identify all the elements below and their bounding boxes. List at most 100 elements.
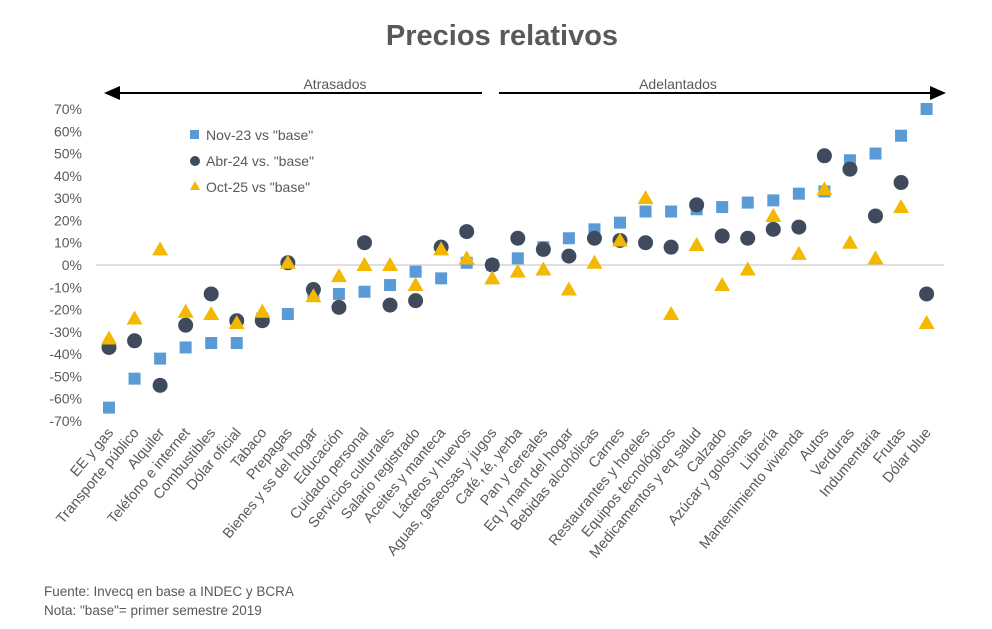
point-nov23 (741, 196, 754, 209)
point-nov23 (384, 279, 397, 292)
point-oct25 (152, 241, 169, 256)
point-oct25 (841, 234, 858, 249)
point-oct25 (637, 190, 654, 205)
legend-marker-nov23 (190, 130, 199, 139)
point-nov23 (435, 272, 448, 285)
chart-title: Precios relativos (386, 20, 618, 52)
point-oct25 (714, 277, 731, 292)
point-abr24 (714, 228, 730, 244)
point-nov23 (920, 103, 933, 115)
y-tick-label: 60% (54, 123, 82, 139)
point-oct25 (893, 199, 910, 214)
point-oct25 (484, 270, 501, 285)
y-tick-label: 40% (54, 168, 82, 184)
point-abr24 (561, 248, 577, 264)
point-abr24 (816, 148, 832, 164)
point-oct25 (739, 261, 756, 276)
point-nov23 (895, 129, 908, 142)
point-abr24 (638, 235, 654, 251)
y-tick-label: -10% (49, 279, 82, 295)
point-abr24 (331, 299, 347, 315)
point-abr24 (842, 161, 858, 177)
point-oct25 (509, 263, 526, 278)
point-oct25 (867, 250, 884, 265)
y-tick-label: 50% (54, 146, 82, 162)
point-oct25 (279, 254, 296, 269)
point-nov23 (358, 285, 371, 298)
y-tick-label: 30% (54, 190, 82, 206)
point-nov23 (409, 265, 422, 278)
data-points (101, 103, 935, 414)
y-tick-label: -20% (49, 302, 82, 318)
point-nov23 (332, 287, 345, 300)
point-nov23 (154, 352, 167, 365)
region-label-adelantados: Adelantados (639, 76, 717, 92)
point-oct25 (560, 281, 577, 296)
y-tick-label: -50% (49, 368, 82, 384)
point-oct25 (382, 257, 399, 271)
point-nov23 (767, 194, 780, 207)
point-nov23 (511, 252, 524, 265)
point-abr24 (459, 224, 475, 240)
y-tick-label: 10% (54, 235, 82, 251)
point-oct25 (177, 303, 194, 318)
point-abr24 (868, 208, 883, 224)
y-tick-label: 70% (54, 101, 82, 117)
point-nov23 (562, 232, 575, 245)
point-oct25 (126, 310, 143, 325)
point-oct25 (101, 330, 117, 345)
point-nov23 (230, 337, 243, 349)
point-oct25 (433, 241, 450, 256)
point-oct25 (203, 306, 220, 321)
point-nov23 (869, 147, 882, 160)
point-abr24 (689, 197, 705, 213)
point-abr24 (152, 377, 168, 393)
point-nov23 (179, 341, 192, 354)
legend-marker-abr24 (190, 156, 200, 166)
y-axis: 70% 60% 50% 40% 30% 20% 10% 0% -10% -20% -30% -40% -… (49, 101, 82, 429)
point-oct25 (254, 303, 271, 318)
point-abr24 (484, 257, 500, 273)
point-oct25 (535, 261, 552, 276)
legend: Nov-23 vs "base" Abr-24 vs. "base" Oct-2… (190, 127, 314, 195)
y-tick-label: -60% (49, 391, 82, 407)
point-oct25 (688, 236, 705, 251)
point-abr24 (382, 297, 398, 313)
point-abr24 (791, 219, 807, 235)
y-tick-label: -40% (49, 346, 82, 362)
point-nov23 (281, 308, 294, 321)
point-abr24 (663, 239, 679, 255)
point-nov23 (103, 401, 115, 414)
point-oct25 (816, 181, 833, 196)
point-oct25 (305, 288, 322, 303)
point-abr24 (919, 286, 935, 302)
point-abr24 (127, 333, 143, 349)
point-abr24 (203, 286, 219, 302)
point-oct25 (228, 314, 245, 329)
legend-label-oct25: Oct-25 vs "base" (206, 179, 310, 195)
point-oct25 (458, 250, 475, 265)
point-oct25 (356, 257, 373, 271)
point-abr24 (586, 230, 602, 246)
region-arrows: Atrasados Adelantados (104, 76, 946, 100)
y-tick-label: -70% (49, 413, 82, 429)
region-label-atrasados: Atrasados (303, 76, 366, 92)
point-abr24 (893, 175, 909, 191)
base-note: Nota: "base"= primer semestre 2019 (44, 603, 262, 618)
point-oct25 (663, 306, 680, 321)
point-abr24 (740, 230, 756, 246)
point-nov23 (128, 372, 141, 385)
point-oct25 (612, 232, 628, 247)
point-abr24 (408, 293, 424, 309)
point-nov23 (205, 337, 218, 349)
point-abr24 (535, 241, 551, 257)
legend-label-nov23: Nov-23 vs "base" (206, 127, 313, 143)
point-nov23 (792, 187, 805, 200)
y-tick-label: -30% (49, 324, 82, 340)
point-abr24 (357, 235, 372, 251)
point-abr24 (178, 317, 194, 333)
adelantados-arrowhead (930, 86, 946, 100)
point-oct25 (790, 245, 807, 260)
